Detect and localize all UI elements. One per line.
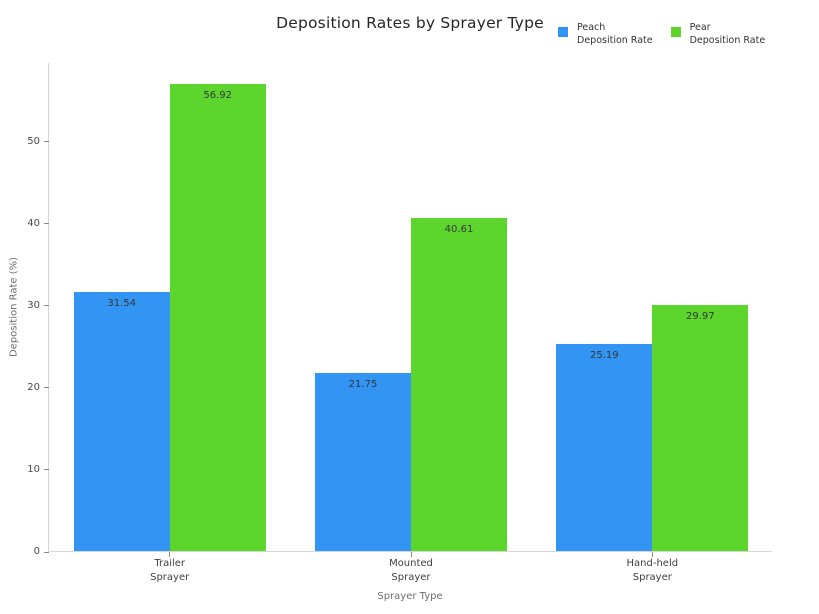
legend-label-peach: Peach Deposition Rate <box>577 22 653 46</box>
bar-value-label: 40.61 <box>444 223 474 235</box>
legend-entry-pear: Pear Deposition Rate <box>670 22 766 47</box>
legend-entry-peach: Peach Deposition Rate <box>558 22 653 47</box>
y-tick-mark <box>44 305 49 307</box>
x-tick-mark <box>651 552 653 557</box>
bar-value-label: 29.97 <box>686 311 715 323</box>
bar-peach <box>315 372 411 551</box>
chart-title: Deposition Rates by Sprayer Type <box>276 14 544 32</box>
y-tick-mark <box>44 551 49 553</box>
y-tick-label: 0 <box>33 546 40 557</box>
bar-peach <box>73 292 170 551</box>
bar-pear <box>169 84 266 551</box>
x-tick-mark <box>169 552 171 557</box>
legend-swatch-pear-icon <box>670 27 681 37</box>
x-tick-label: Mounted Sprayer <box>389 558 433 583</box>
legend: Peach Deposition Rate Pear Deposition Ra… <box>558 22 765 47</box>
bar-value-label: 25.19 <box>590 350 619 362</box>
bar-value-label: 31.54 <box>107 298 136 310</box>
y-tick-label: 20 <box>27 381 40 393</box>
x-tick-label: Hand-held Sprayer <box>626 558 679 583</box>
y-tick-label: 30 <box>27 299 40 311</box>
x-tick-label: Trailer Sprayer <box>150 558 190 583</box>
bar-pear <box>652 305 749 551</box>
y-tick-mark <box>44 223 49 225</box>
y-axis-title: Deposition Rate (%) <box>8 256 20 358</box>
y-tick-mark <box>44 387 49 389</box>
bar-peach <box>556 344 653 551</box>
y-tick-mark <box>44 469 49 471</box>
bar-value-label: 56.92 <box>203 89 232 101</box>
legend-swatch-peach-icon <box>558 27 568 37</box>
x-axis-title: Sprayer Type <box>377 591 443 602</box>
legend-label-pear: Pear Deposition Rate <box>689 22 766 46</box>
y-tick-label: 50 <box>27 135 40 147</box>
y-tick-label: 10 <box>27 463 40 475</box>
plot-area: 0 10 20 30 40 50 Trailer Sprayer 31.54 56.92 Moun… <box>27 63 772 583</box>
bar-pear <box>411 217 507 551</box>
x-tick-mark <box>410 552 412 557</box>
bar-value-label: 21.75 <box>348 378 378 390</box>
y-tick-label: 40 <box>27 217 40 229</box>
y-tick-mark <box>44 141 49 143</box>
